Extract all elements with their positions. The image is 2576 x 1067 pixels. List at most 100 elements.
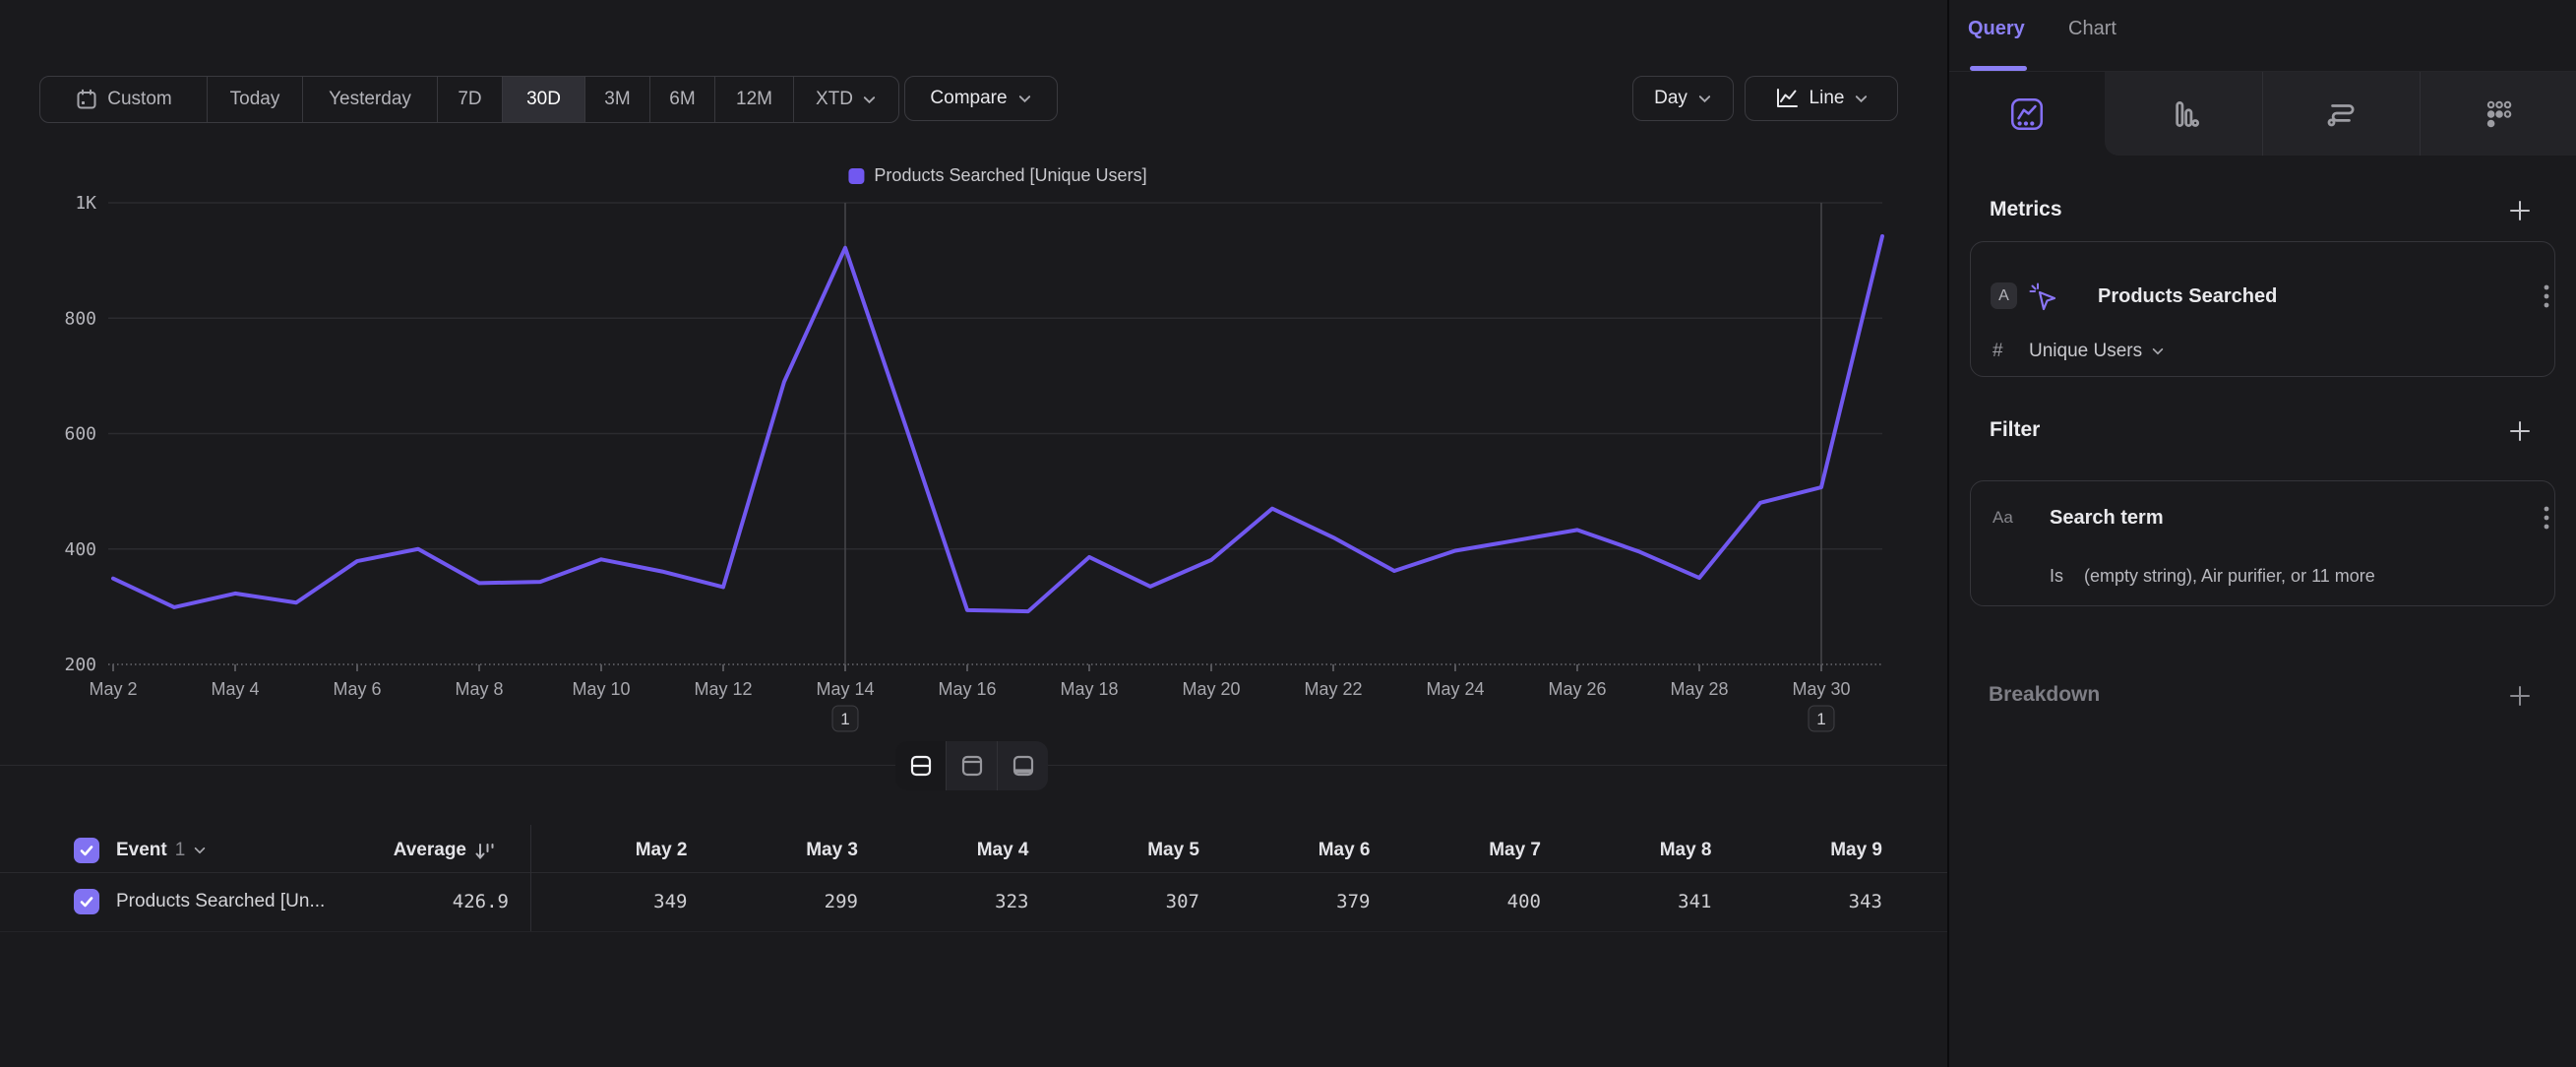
date-range-label: Today [229,89,280,109]
date-range-7d[interactable]: 7D [438,77,503,122]
x-axis-label: May 30 [1792,679,1850,699]
annotation-badge[interactable] [1808,705,1835,732]
chart-type-dropdown[interactable]: Line [1745,76,1898,121]
table-date-header: May 2 [635,840,688,860]
insights-chart-icon [2010,97,2044,130]
layout-split-view-button[interactable] [895,741,947,790]
date-range-yesterday[interactable]: Yesterday [303,77,438,122]
layout-chart-view-button[interactable] [947,741,998,790]
x-axis-label: May 16 [938,679,996,699]
x-axis-label: May 2 [89,679,137,699]
icon-tab-separator [2262,72,2263,156]
split-view-icon [910,755,931,777]
date-range-label: Yesterday [329,89,411,109]
x-axis-label: May 4 [211,679,259,699]
annotation-badge-label: 1 [840,710,849,728]
legend-label: Products Searched [Unique Users] [874,165,1147,185]
breakdown-heading: Breakdown [1989,683,2101,706]
x-axis-label: May 20 [1182,679,1240,699]
table-value-cell: 343 [1848,891,1882,912]
filter-card[interactable]: Aa Search term Is (empty string), Air pu… [1970,480,2555,606]
x-axis-label: May 24 [1426,679,1484,699]
y-axis-label: 1K [75,193,96,214]
compare-label: Compare [930,88,1008,108]
date-range-6m[interactable]: 6M [650,77,715,122]
chart-legend[interactable]: Products Searched [Unique Users] [848,165,1147,186]
chevron-down-icon [195,847,206,854]
legend-swatch [848,167,865,184]
bar-chart-icon [2176,100,2200,127]
date-range-xtd[interactable]: XTD [794,77,898,122]
table-column-divider [530,825,531,931]
event-count: 1 [174,840,186,860]
flows-icon [2327,103,2355,126]
tab-query[interactable]: Query [1968,18,2025,39]
icon-tab-flows[interactable] [2262,72,2420,156]
table-header-separator [0,872,1949,873]
table-date-header: May 9 [1830,840,1882,860]
table-value-cell: 323 [995,891,1029,912]
calendar-icon [77,89,96,109]
date-range-label: 7D [458,89,482,109]
x-axis-label: May 22 [1304,679,1362,699]
date-range-custom[interactable]: Custom [40,77,208,122]
event-select-all-checkbox[interactable] [74,838,99,863]
filter-value[interactable]: (empty string), Air purifier, or 11 more [2084,566,2375,586]
icon-tab-retention[interactable] [2420,72,2576,156]
icon-tab-funnels[interactable] [2105,72,2262,156]
table-value-cell: 379 [1336,891,1371,912]
add-breakdown-button[interactable] [2508,684,2532,708]
chart-type-label: Line [1809,88,1845,108]
event-header-dropdown[interactable]: Event 1 [116,829,207,872]
granularity-dropdown[interactable]: Day [1632,76,1734,121]
event-header-label: Event [116,840,167,860]
chart-series-line [111,234,1884,614]
chevron-down-icon [1698,94,1711,102]
y-axis-label: 800 [64,308,96,329]
retention-dots-icon [2486,100,2512,127]
date-range-today[interactable]: Today [208,77,303,122]
table-row-separator [0,931,1949,932]
date-range-3m[interactable]: 3M [585,77,650,122]
event-row-checkbox[interactable] [74,889,99,914]
icon-tab-separator [2420,72,2421,156]
table-value-cell: 400 [1506,891,1541,912]
measure-dropdown[interactable]: Unique Users [2029,339,2165,364]
chevron-down-icon [863,95,876,103]
average-header: Average [393,840,466,860]
filter-options-kebab-icon[interactable] [2544,505,2549,531]
metric-card[interactable]: A Products Searched # Unique Users [1970,241,2555,377]
metric-series-badge: A [1991,282,2017,309]
date-range-12m[interactable]: 12M [715,77,794,122]
layout-toggle-group [895,741,1048,790]
table-date-header: May 4 [976,840,1029,860]
x-axis-label: May 28 [1670,679,1728,699]
x-axis-label: May 12 [694,679,752,699]
icon-tab-insights[interactable] [1949,72,2105,156]
measure-prefix: # [1993,341,2003,361]
table-date-header: May 5 [1147,840,1199,860]
metric-options-kebab-icon[interactable] [2544,283,2549,309]
x-axis-label: May 8 [455,679,503,699]
sidebar-divider [1947,0,1949,1067]
event-row-average: 426.9 [452,891,509,912]
layout-table-view-button[interactable] [998,741,1048,790]
x-axis-label: May 6 [333,679,381,699]
filter-operator[interactable]: Is [2050,566,2064,586]
compare-button[interactable]: Compare [904,76,1058,121]
table-value-cell: 299 [824,891,858,912]
annotation-badge-label: 1 [1816,710,1825,728]
date-range-30d[interactable]: 30D [503,77,585,122]
annotation-badge[interactable] [831,705,859,732]
tab-chart[interactable]: Chart [2068,18,2116,39]
x-axis-label: May 18 [1060,679,1118,699]
sort-descending-icon[interactable] [474,841,496,862]
granularity-label: Day [1654,88,1687,108]
add-filter-button[interactable] [2508,419,2532,443]
date-range-label: 30D [526,89,561,109]
add-metric-button[interactable] [2508,199,2532,222]
property-type-badge: Aa [1993,508,2013,527]
chevron-down-icon [2152,347,2164,355]
table-value-cell: 341 [1678,891,1712,912]
